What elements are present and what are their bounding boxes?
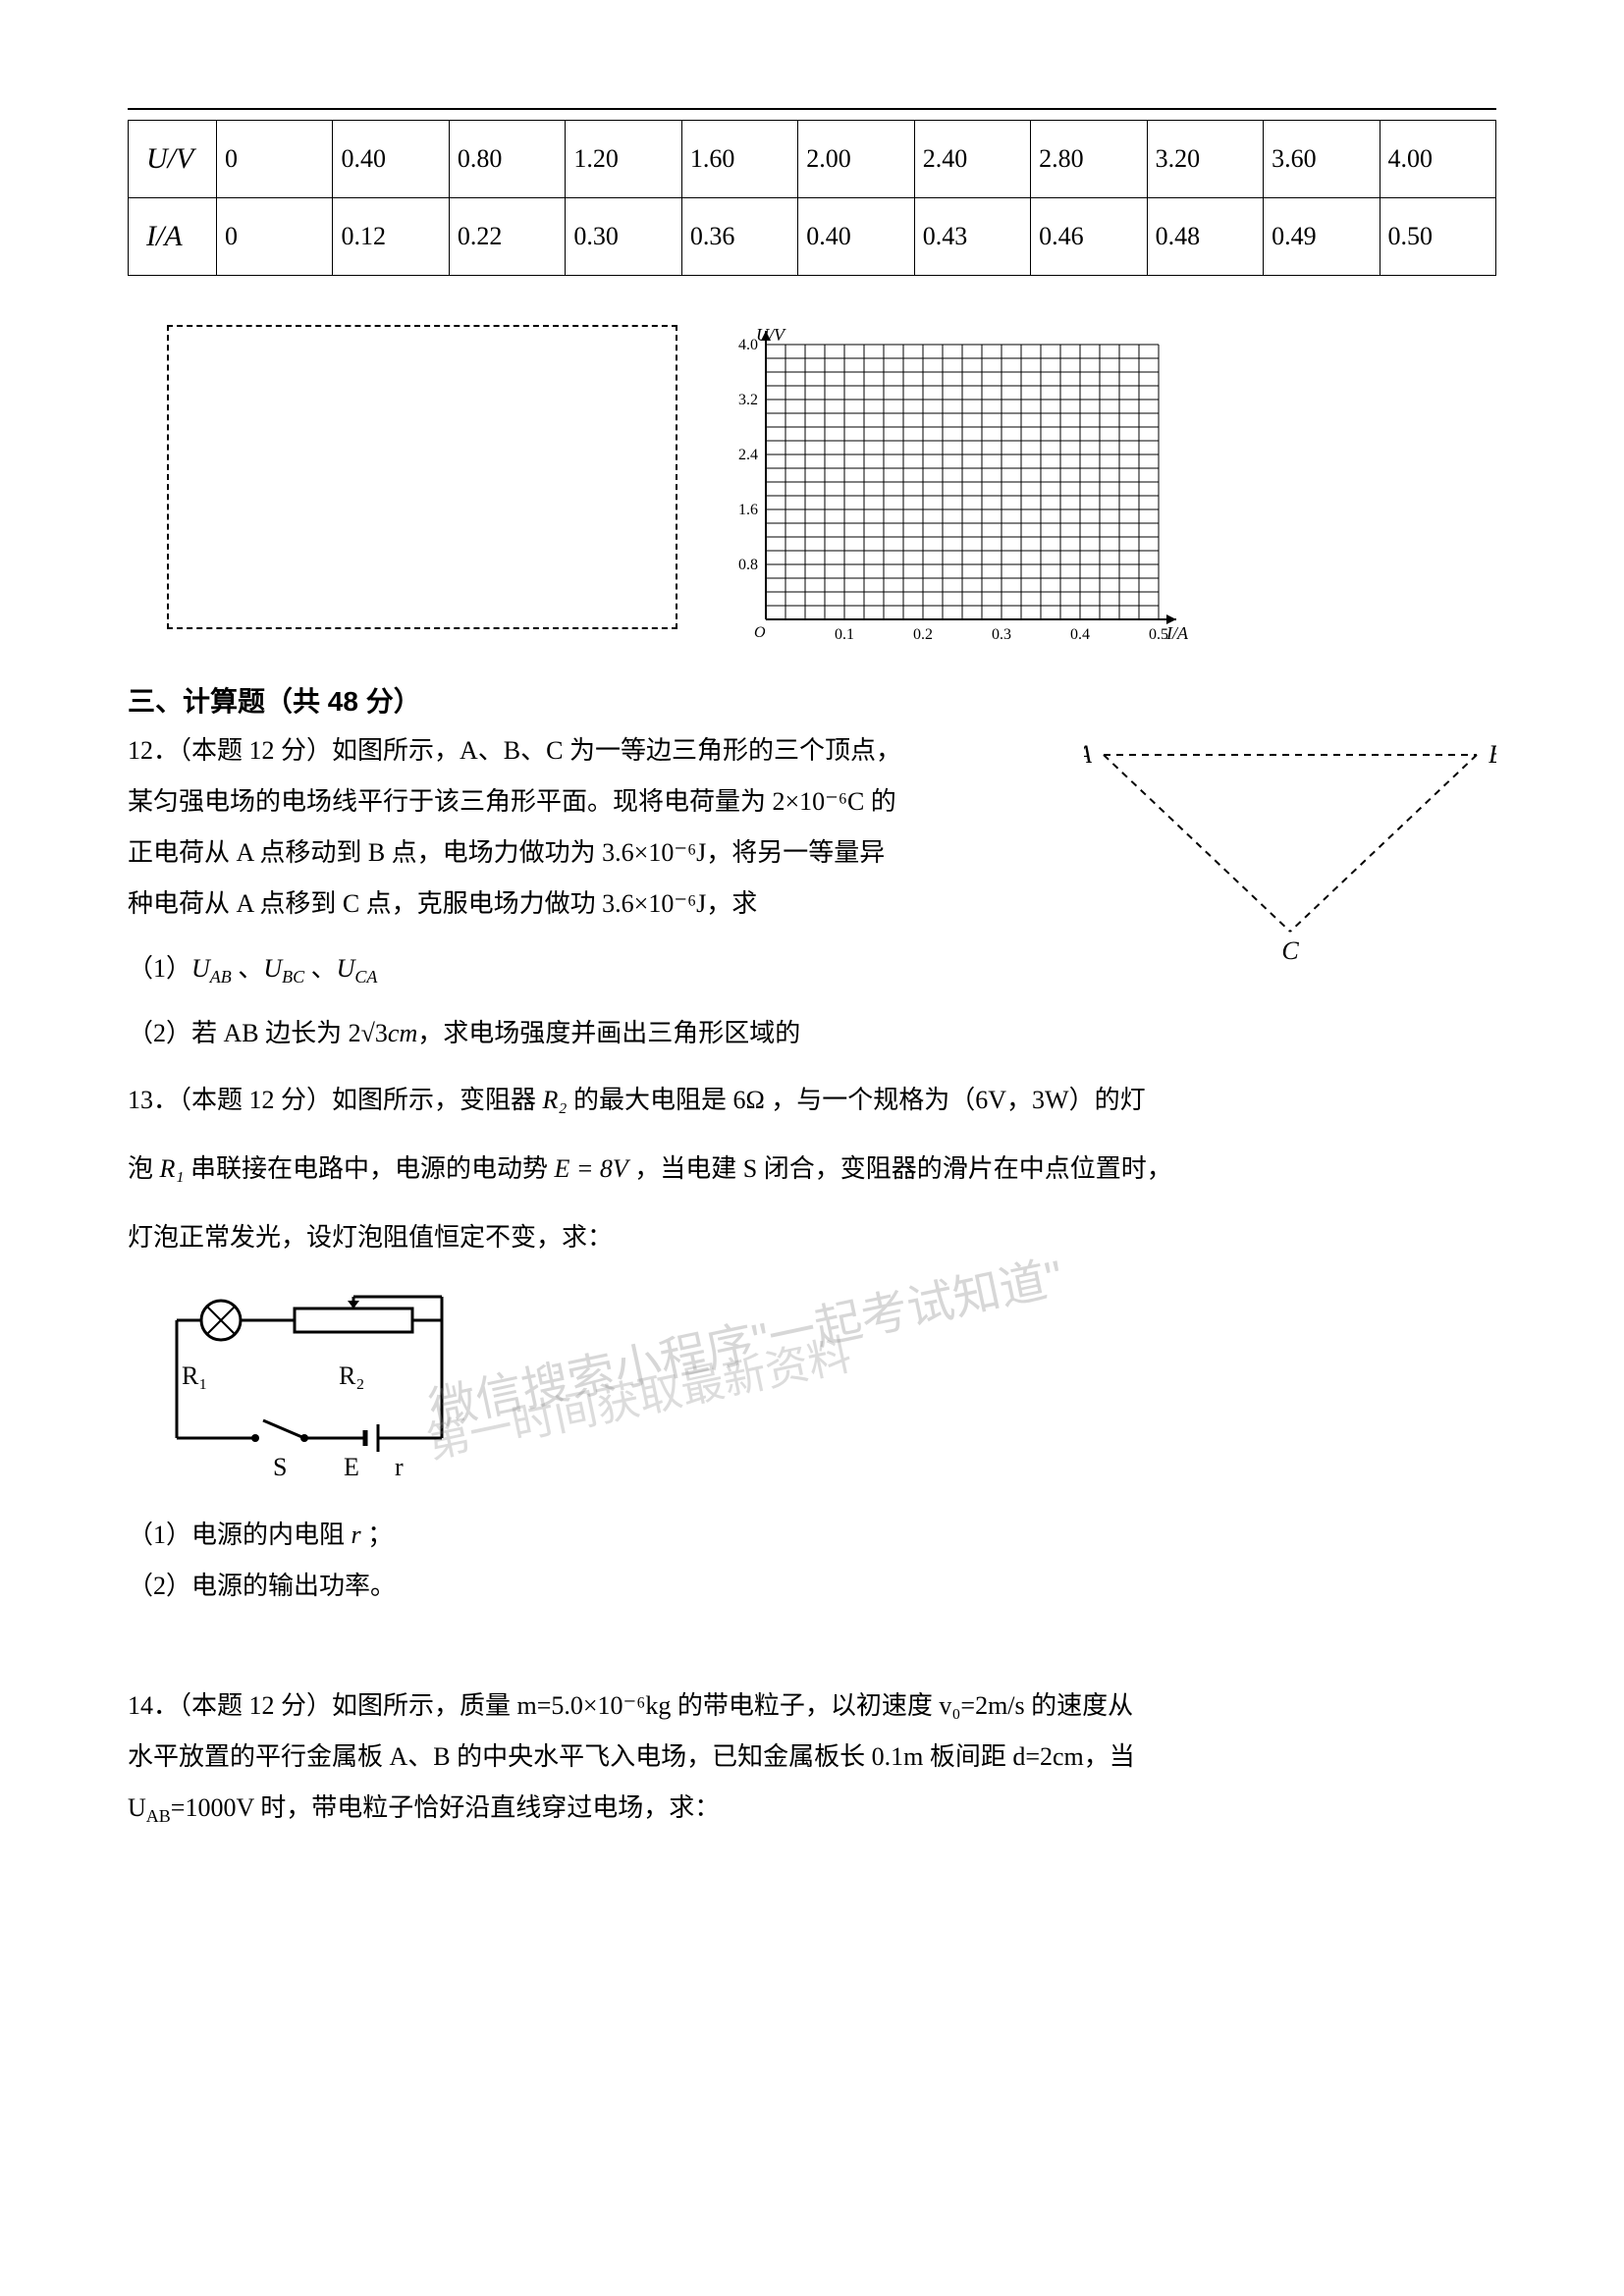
row-header: I/A: [129, 198, 217, 276]
question-13: 13．（本题 12 分）如图所示，变阻器 R₂ 的最大电阻是 6Ω ，与一个规格…: [128, 1075, 1496, 1263]
svg-text:2.4: 2.4: [738, 447, 758, 463]
svg-text:4.0: 4.0: [738, 337, 758, 353]
cell: 0: [217, 198, 333, 276]
svg-text:0.8: 0.8: [738, 557, 758, 573]
q-line: 泡 R₁ 串联接在电路中，电源的电动势 E = 8V ，当电建 S 闭合，变阻器…: [128, 1154, 1172, 1183]
cell: 0.50: [1380, 198, 1495, 276]
q-line: 水平放置的平行金属板 A、B 的中央水平飞入电场，已知金属板长 0.1m 板间距…: [128, 1742, 1135, 1771]
svg-text:S: S: [273, 1453, 287, 1481]
question-14: 14．（本题 12 分）如图所示，质量 m=5.0×10⁻⁶kg 的带电粒子，以…: [128, 1681, 1496, 1834]
svg-text:0.1: 0.1: [835, 626, 854, 643]
cell: 0.22: [449, 198, 565, 276]
q-line: 某匀强电场的电场线平行于该三角形平面。现将电荷量为 2×10⁻⁶C 的: [128, 787, 896, 816]
cell: 0.30: [566, 198, 681, 276]
question-12: 12．（本题 12 分）如图所示，A、B、C 为一等边三角形的三个顶点， 某匀强…: [128, 725, 1084, 1059]
svg-text:0.5: 0.5: [1149, 626, 1168, 643]
cell: 2.00: [798, 121, 914, 198]
uv-ia-table: U/V 0 0.40 0.80 1.20 1.60 2.00 2.40 2.80…: [128, 120, 1496, 276]
svg-text:0.4: 0.4: [1070, 626, 1090, 643]
q-part: （1）电源的内电阻 r ；: [128, 1521, 393, 1549]
q-line: 12．（本题 12 分）如图所示，A、B、C 为一等边三角形的三个顶点，: [128, 736, 901, 765]
svg-text:0.3: 0.3: [992, 626, 1011, 643]
svg-text:B: B: [1489, 740, 1496, 769]
cell: 0.40: [798, 198, 914, 276]
svg-text:R₂: R₂: [339, 1362, 364, 1390]
svg-text:U/V: U/V: [756, 325, 786, 345]
cell: 4.00: [1380, 121, 1495, 198]
cell: 0.49: [1264, 198, 1380, 276]
circuit-diagram: R₁ R₂ S Er: [147, 1281, 471, 1487]
cell: 0.36: [681, 198, 797, 276]
cell: 1.20: [566, 121, 681, 198]
svg-text:1.6: 1.6: [738, 502, 758, 518]
svg-text:C: C: [1281, 936, 1299, 961]
svg-text:O: O: [754, 624, 766, 641]
svg-text:r: r: [395, 1453, 404, 1481]
cell: 0: [217, 121, 333, 198]
section-title: 三、计算题（共 48 分）: [128, 680, 1496, 720]
grid-chart: 0.1 0.2 0.3 0.4 0.5 0.8 1.6 2.4 3.2 4.0 O U/V I/A: [707, 325, 1198, 659]
cell: 1.60: [681, 121, 797, 198]
cell: 3.60: [1264, 121, 1380, 198]
q-line: UAB=1000V 时，带电粒子恰好沿直线穿过电场，求：: [128, 1793, 720, 1822]
cell: 0.80: [449, 121, 565, 198]
q-part: （1）UAB 、UBC 、UCA: [128, 954, 377, 983]
svg-text:3.2: 3.2: [738, 392, 758, 408]
row-header: U/V: [129, 121, 217, 198]
q13-parts: （1）电源的内电阻 r ； （2）电源的输出功率。: [128, 1510, 1496, 1612]
cell: 3.20: [1147, 121, 1263, 198]
svg-text:E: E: [344, 1453, 359, 1481]
cell: 0.48: [1147, 198, 1263, 276]
q-part: （2）若 AB 边长为 2√3cm，求电场强度并画出三角形区域的: [128, 1019, 800, 1047]
cell: 0.12: [333, 198, 449, 276]
q-line: 灯泡正常发光，设灯泡阻值恒定不变，求：: [128, 1223, 613, 1252]
triangle-diagram: A B C: [1084, 725, 1496, 961]
q-part: （2）电源的输出功率。: [128, 1572, 396, 1600]
q-line: 正电荷从 A 点移动到 B 点，电场力做功为 3.6×10⁻⁶J，将另一等量异: [128, 838, 885, 867]
q-line: 14．（本题 12 分）如图所示，质量 m=5.0×10⁻⁶kg 的带电粒子，以…: [128, 1691, 1133, 1720]
q-line: 种电荷从 A 点移到 C 点，克服电场力做功 3.6×10⁻⁶J，求: [128, 889, 757, 918]
answer-drawing-box: [167, 325, 677, 629]
cell: 2.80: [1031, 121, 1147, 198]
cell: 2.40: [914, 121, 1030, 198]
cell: 0.46: [1031, 198, 1147, 276]
svg-text:R₁: R₁: [182, 1362, 207, 1390]
svg-text:I/A: I/A: [1165, 623, 1189, 643]
svg-text:A: A: [1084, 740, 1092, 769]
table-row: U/V 0 0.40 0.80 1.20 1.60 2.00 2.40 2.80…: [129, 121, 1496, 198]
svg-text:0.2: 0.2: [913, 626, 933, 643]
table-row: I/A 0 0.12 0.22 0.30 0.36 0.40 0.43 0.46…: [129, 198, 1496, 276]
q-line: 13．（本题 12 分）如图所示，变阻器 R₂ 的最大电阻是 6Ω ，与一个规格…: [128, 1086, 1146, 1114]
cell: 0.43: [914, 198, 1030, 276]
cell: 0.40: [333, 121, 449, 198]
